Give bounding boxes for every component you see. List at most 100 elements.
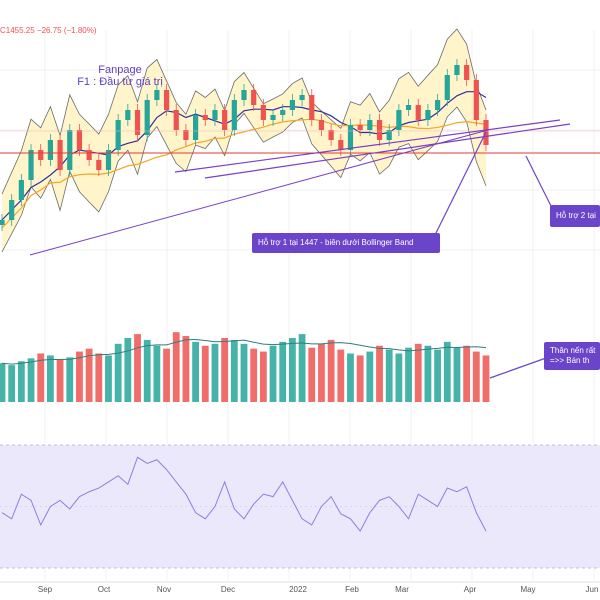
volume-bar — [221, 337, 229, 402]
candle-body — [163, 90, 170, 110]
candle-body — [347, 125, 354, 150]
volume-note-line1: Thân nến rất — [550, 346, 596, 355]
x-tick-label: May — [520, 585, 535, 594]
candle-body — [67, 130, 73, 170]
candle-body — [318, 120, 325, 130]
candle-body — [202, 115, 208, 120]
candle-body — [280, 110, 286, 115]
candle-body — [134, 110, 141, 135]
candle-body — [222, 110, 228, 130]
volume-bar — [85, 348, 93, 402]
volume-bar — [95, 353, 103, 402]
candle-body — [444, 75, 450, 100]
candle-body — [193, 115, 199, 140]
candle-body — [76, 130, 83, 150]
candle-body — [367, 120, 373, 130]
candle-body — [405, 105, 412, 110]
volume-bar — [47, 355, 54, 402]
candle-body — [28, 150, 34, 180]
volume-bar — [124, 337, 132, 402]
candle-body — [396, 110, 402, 130]
volume-bar — [76, 351, 83, 402]
candle-body — [260, 105, 266, 120]
volume-bar — [366, 351, 374, 402]
volume-bar — [230, 339, 238, 402]
volume-note-pointer — [489, 357, 547, 379]
fanpage-title: Fanpage — [98, 64, 142, 76]
candle-body — [241, 90, 247, 100]
x-tick-label: Feb — [345, 585, 359, 594]
volume-bar — [17, 361, 25, 402]
candle-body — [415, 105, 421, 120]
ma-short-line — [1, 91, 487, 221]
volume-bar — [327, 339, 335, 402]
candle-body — [376, 120, 383, 140]
candle-body — [115, 120, 121, 150]
candle-body — [309, 95, 315, 120]
candle-body — [57, 140, 63, 170]
volume-bar — [298, 334, 306, 402]
volume-bar — [308, 347, 316, 402]
volume-bar — [250, 348, 258, 402]
volume-bar — [482, 355, 490, 402]
x-tick-label: Dec — [221, 585, 235, 594]
candle-body — [289, 100, 295, 110]
candle-body — [435, 100, 441, 110]
candle-body — [231, 100, 237, 130]
support2-text: Hỗ trợ 2 tại — [556, 211, 596, 220]
candle-body — [473, 80, 479, 120]
volume-bar — [337, 349, 345, 402]
volume-bar — [279, 341, 287, 402]
volume-bar — [289, 337, 296, 402]
volume-bar — [172, 332, 180, 402]
candle-body — [154, 90, 160, 100]
volume-ma-line — [1, 339, 487, 365]
volume-bar — [356, 355, 364, 402]
volume-bar — [192, 341, 199, 402]
volume-bar — [56, 359, 64, 402]
candle-body — [299, 95, 305, 100]
volume-bar — [434, 349, 441, 402]
bollinger-band-fill — [2, 29, 486, 252]
support1-callout: Hỗ trợ 1 tại 1447 - biên dưới Bollinger … — [252, 233, 440, 253]
candle-body — [270, 115, 276, 120]
candle-body — [183, 130, 189, 140]
volume-bar — [414, 343, 422, 402]
volume-bar — [424, 345, 432, 402]
volume-bar — [153, 345, 161, 402]
candle-body — [96, 160, 102, 170]
candle-body — [144, 100, 150, 135]
volume-bar — [463, 345, 471, 402]
trendline-3 — [29, 129, 489, 256]
volume-bar — [472, 351, 480, 402]
x-tick-label: Apr — [464, 585, 477, 594]
volume-bar — [182, 336, 190, 402]
candle-body — [9, 200, 15, 220]
candle-body — [0, 220, 5, 225]
volume-bar — [385, 349, 393, 402]
x-tick-label: Oct — [98, 585, 111, 594]
rsi-line — [1, 456, 487, 533]
volume-bar — [66, 357, 74, 402]
candle-body — [212, 110, 218, 120]
trendline-2 — [204, 123, 571, 179]
volume-bar — [105, 355, 112, 402]
volume-bar — [37, 353, 45, 402]
volume-bar — [114, 343, 122, 402]
volume-bar — [163, 348, 170, 402]
fanpage-subtitle: F1 : Đầu tư giá trị — [77, 76, 163, 88]
candle-body — [86, 150, 92, 160]
volume-bar — [0, 363, 6, 402]
volume-bar — [143, 339, 151, 402]
bollinger-lower — [1, 106, 487, 253]
support2-pointer — [525, 155, 554, 211]
volume-bar — [318, 343, 325, 402]
volume-note-line2: =>> Bán th — [550, 356, 590, 365]
candle-body — [38, 150, 44, 160]
volume-bar — [211, 343, 219, 402]
candle-body — [357, 125, 363, 130]
volume-bar — [8, 365, 16, 402]
candle-body — [328, 130, 334, 140]
volume-bar — [395, 353, 403, 402]
